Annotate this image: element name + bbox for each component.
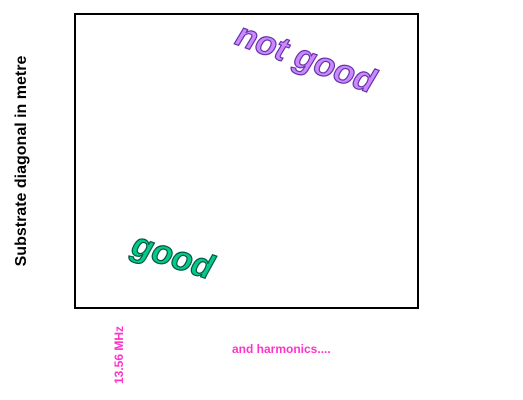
frequency-annotation: 13.56 MHz [112,326,126,384]
plot-frame [74,13,419,309]
bad-zone-label: not good [231,15,382,101]
y-axis-label: Substrate diagonal in metre [13,56,30,267]
harmonics-annotation: and harmonics.... [232,342,331,356]
good-zone-label: good [126,225,219,288]
